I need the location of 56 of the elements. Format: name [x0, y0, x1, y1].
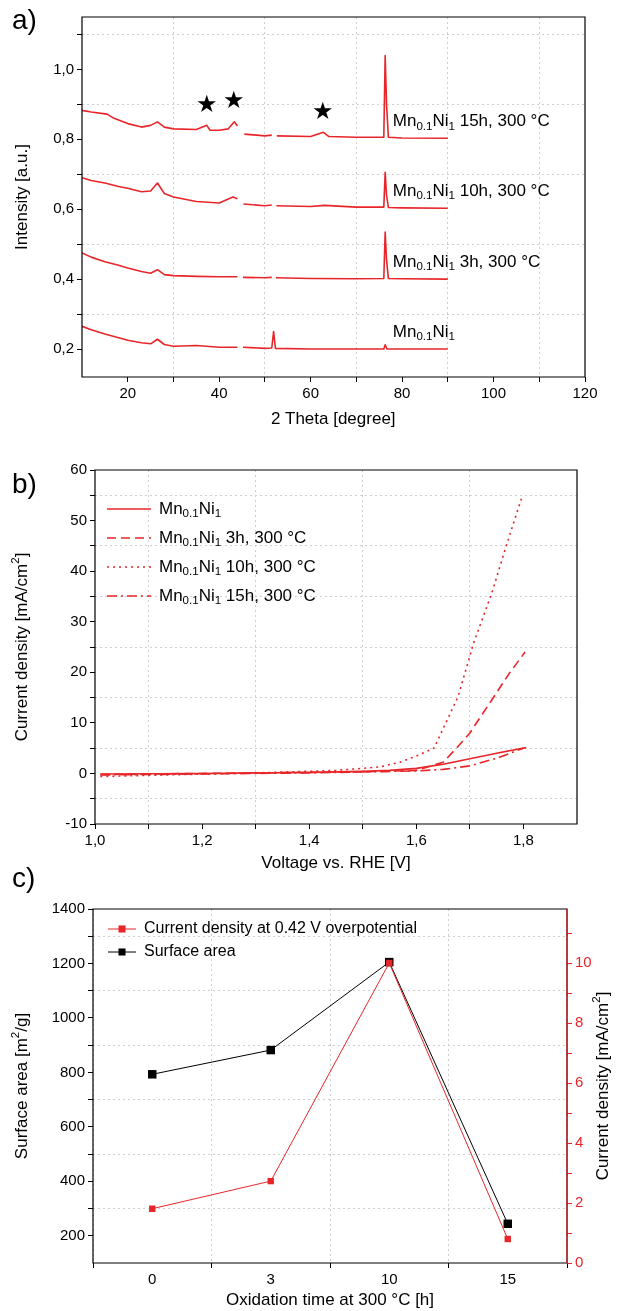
x-tick-label: 1,8 [513, 831, 534, 849]
y-axis-title: Current density [mA/cm2] [9, 552, 31, 742]
x-axis-title: Voltage vs. RHE [V] [261, 852, 411, 872]
x-tick-label: 0 [148, 1270, 157, 1288]
x-tick-label: 1,0 [84, 831, 106, 849]
y-tick-label: 60 [70, 460, 87, 478]
annotation: ★ [195, 89, 218, 117]
y-tick-label: -10 [65, 814, 87, 832]
y-tick-label: 40 [70, 561, 87, 579]
x-tick-label: 1,4 [298, 831, 320, 849]
y-tick-label: 0 [78, 763, 87, 781]
y-tick-label: 30 [70, 611, 87, 629]
y-tick-label: 0,4 [53, 269, 74, 287]
x-tick-label: 120 [572, 384, 598, 402]
x-tick-label: 60 [302, 384, 319, 402]
y-tick-label: 1,0 [53, 59, 74, 77]
y-tick-label: 200 [59, 1225, 85, 1243]
y2-tick-label: 0 [575, 1253, 584, 1271]
x-tick-label: 100 [481, 384, 507, 402]
y2-tick-label: 6 [575, 1073, 584, 1091]
y-tick-label: 600 [59, 1116, 85, 1134]
y2-tick-label: 8 [575, 1013, 584, 1031]
y-tick-label: 800 [59, 1062, 85, 1080]
x-tick-label: 80 [393, 384, 411, 402]
y2-tick-label: 4 [575, 1133, 584, 1151]
y2-axis-title: Current density [mA/cm2] [590, 991, 612, 1181]
x-tick-label: 40 [210, 384, 228, 402]
x-axis-title: 2 Theta [degree] [271, 408, 396, 428]
y-axis-title: Surface area [m2/g] [9, 1012, 31, 1160]
y-tick-label: 1400 [51, 899, 85, 917]
legend-label: Current density at 0.42 V overpotential [144, 919, 418, 937]
y-tick-label: 0,8 [53, 129, 74, 147]
x-tick-label: 1,6 [405, 831, 427, 849]
x-tick-label: 10 [380, 1270, 398, 1288]
y-axis-title: Intensity [a.u.] [11, 144, 31, 250]
y2-tick-label: 2 [575, 1193, 584, 1211]
y-tick-label: 1200 [51, 953, 85, 971]
annotation: ★ [312, 96, 335, 124]
x-tick-label: 20 [119, 384, 137, 402]
y-tick-label: 20 [70, 662, 87, 680]
y-tick-label: 1000 [51, 1008, 85, 1026]
y-tick-label: 400 [59, 1171, 85, 1189]
legend-label: Surface area [144, 942, 236, 960]
x-tick-label: 3 [266, 1270, 275, 1288]
y-tick-label: 50 [70, 510, 87, 528]
text: a) [12, 4, 37, 35]
y-tick-label: 0,2 [53, 339, 74, 357]
y-tick-label: 0,6 [53, 199, 74, 217]
text: c) [12, 862, 36, 893]
y2-tick-label: 10 [575, 953, 592, 971]
x-tick-label: 1,2 [191, 831, 213, 849]
annotation: ★ [223, 86, 246, 114]
text: b) [12, 468, 37, 499]
y-tick-label: 10 [70, 713, 87, 730]
x-tick-label: 15 [499, 1270, 517, 1288]
x-axis-title: Oxidation time at 300 °C [h] [225, 1289, 435, 1309]
